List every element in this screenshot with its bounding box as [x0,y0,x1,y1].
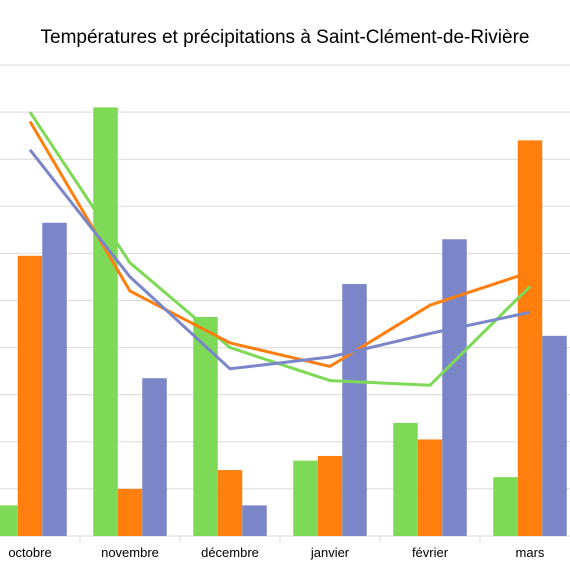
bars [0,107,567,537]
bar-series-1-novembre [93,107,118,536]
x-tick-label-mars: mars [516,545,545,560]
bar-series-2-janvier [317,455,343,536]
x-axis: octobre novembre décembre janvier février mar… [8,536,545,560]
line-series-3 [28,148,531,371]
x-tick-label-octobre: octobre [8,545,51,560]
bar-series-1-décembre [193,316,218,536]
bar-series-1-octobre [0,505,18,536]
bar-series-2-novembre [117,488,143,536]
lines [28,111,532,387]
bar-series-3-décembre [242,505,267,536]
x-tick-label-février: février [412,545,449,560]
bar-series-3-octobre [42,222,67,536]
gridlines [0,64,570,537]
bar-series-3-novembre [142,378,167,536]
bar-series-3-février [442,239,467,536]
bar-series-3-mars [542,335,567,536]
bar-series-2-mars [517,140,543,537]
bar-series-2-février [417,439,443,536]
bar-series-1-janvier [293,460,318,536]
bar-series-2-décembre [217,470,243,536]
bar-series-1-février [393,422,418,536]
chart-title: Températures et précipitations à Saint-C… [40,27,530,48]
x-tick-label-janvier: janvier [310,545,350,560]
x-tick-label-décembre: décembre [201,545,259,560]
x-tick-label-novembre: novembre [101,545,159,560]
bar-series-1-mars [493,477,518,536]
line-series-2 [28,120,531,368]
bar-series-2-octobre [17,255,43,536]
bar-series-3-janvier [342,284,367,536]
